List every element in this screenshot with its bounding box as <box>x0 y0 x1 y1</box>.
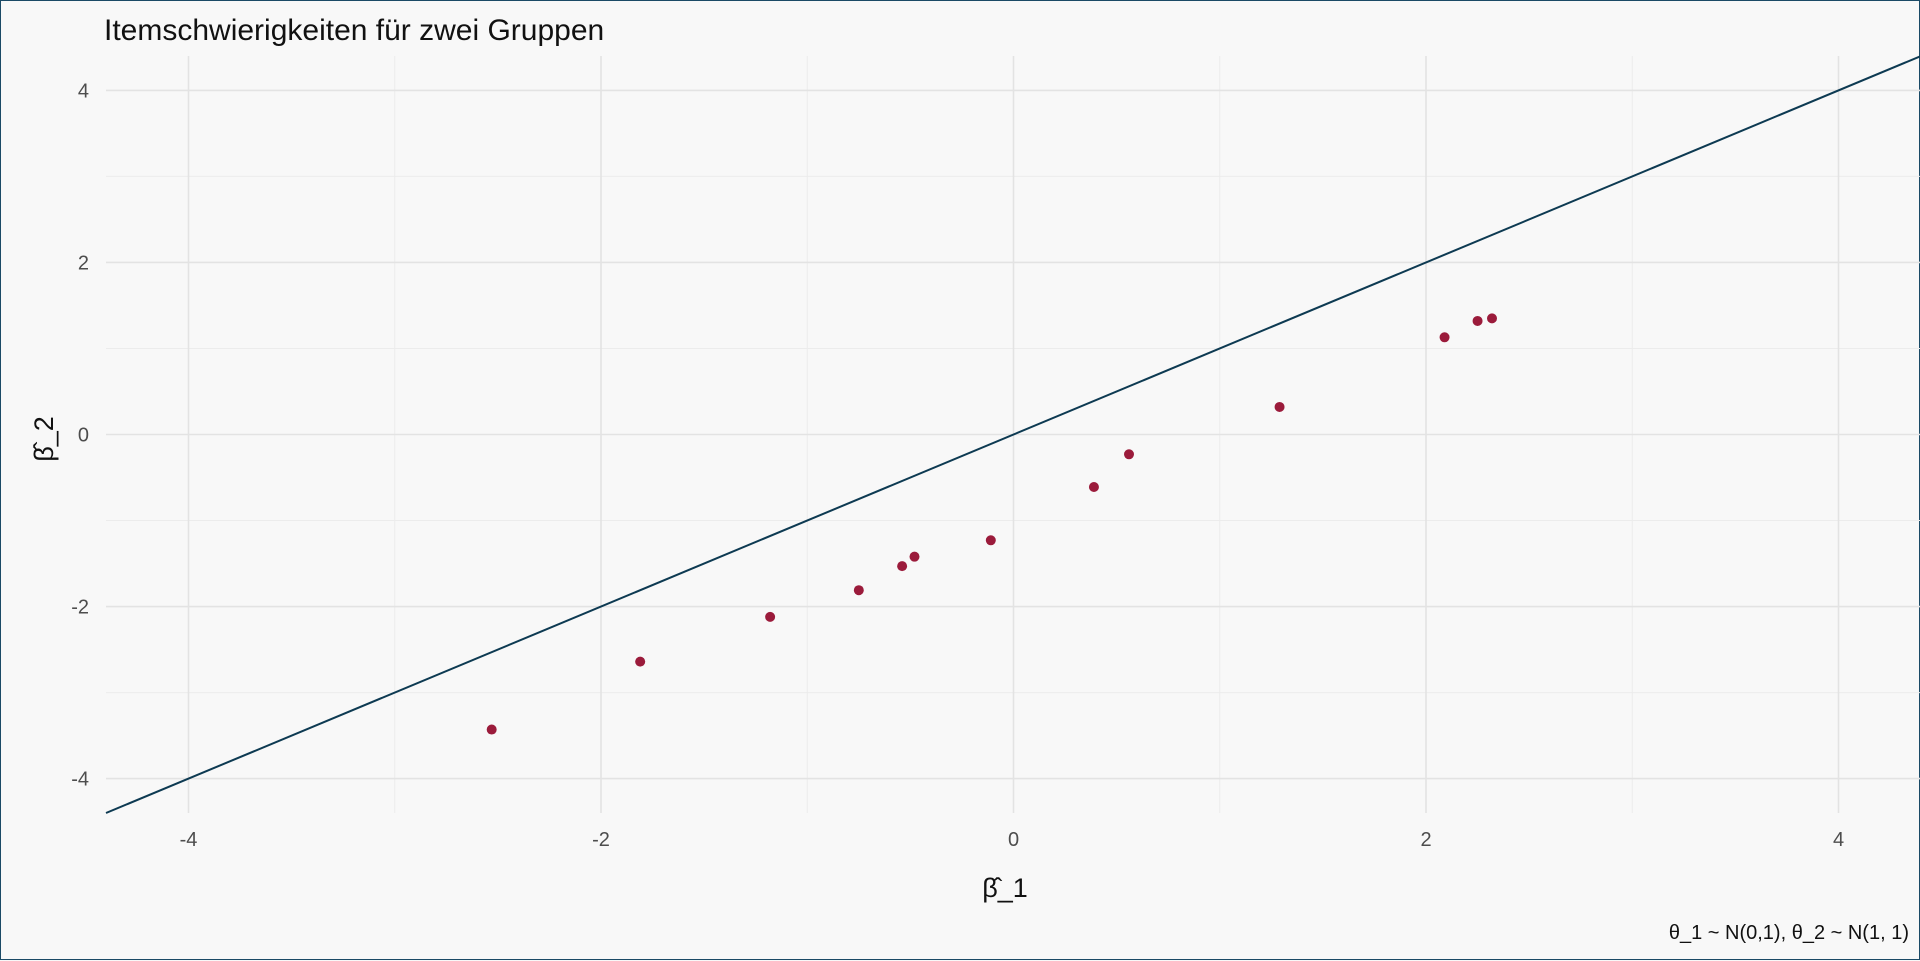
y-tick-label: -4 <box>71 769 89 791</box>
y-tick-label: 4 <box>78 80 89 102</box>
data-point <box>897 561 908 572</box>
x-tick-label: -2 <box>592 829 610 851</box>
chart-title: Itemschwierigkeiten für zwei Gruppen <box>104 14 604 47</box>
data-point <box>853 585 864 596</box>
data-point <box>1487 313 1497 324</box>
data-point <box>1088 481 1099 492</box>
x-tick-label: 2 <box>1420 829 1431 851</box>
point-layer <box>486 313 1497 735</box>
tick-label-layer: -4 -2 0 2 4 -4 -2 0 2 4 <box>71 80 1844 851</box>
data-point <box>486 724 497 735</box>
x-tick-label: 4 <box>1833 829 1844 851</box>
x-axis-title: β̂_1 <box>982 873 1028 903</box>
grid-layer <box>106 56 1920 813</box>
y-tick-label: 2 <box>78 252 89 274</box>
data-point <box>1124 449 1134 460</box>
y-tick-label: 0 <box>78 425 89 447</box>
data-point <box>1472 315 1483 326</box>
data-point <box>909 551 920 562</box>
y-axis-title: β̂_2 <box>29 416 59 462</box>
x-tick-label: 0 <box>1008 829 1019 851</box>
data-point <box>635 656 646 667</box>
y-tick-label: -2 <box>71 597 89 619</box>
reference-line-layer <box>105 55 1920 814</box>
identity-line <box>105 55 1920 814</box>
x-tick-label: -4 <box>180 829 198 851</box>
chart-caption: θ_1 ~ N(0,1), θ_2 ~ N(1, 1) <box>1669 922 1909 944</box>
data-point <box>1274 401 1285 412</box>
data-point <box>1439 332 1450 343</box>
data-point <box>765 611 776 622</box>
data-point <box>985 535 996 546</box>
